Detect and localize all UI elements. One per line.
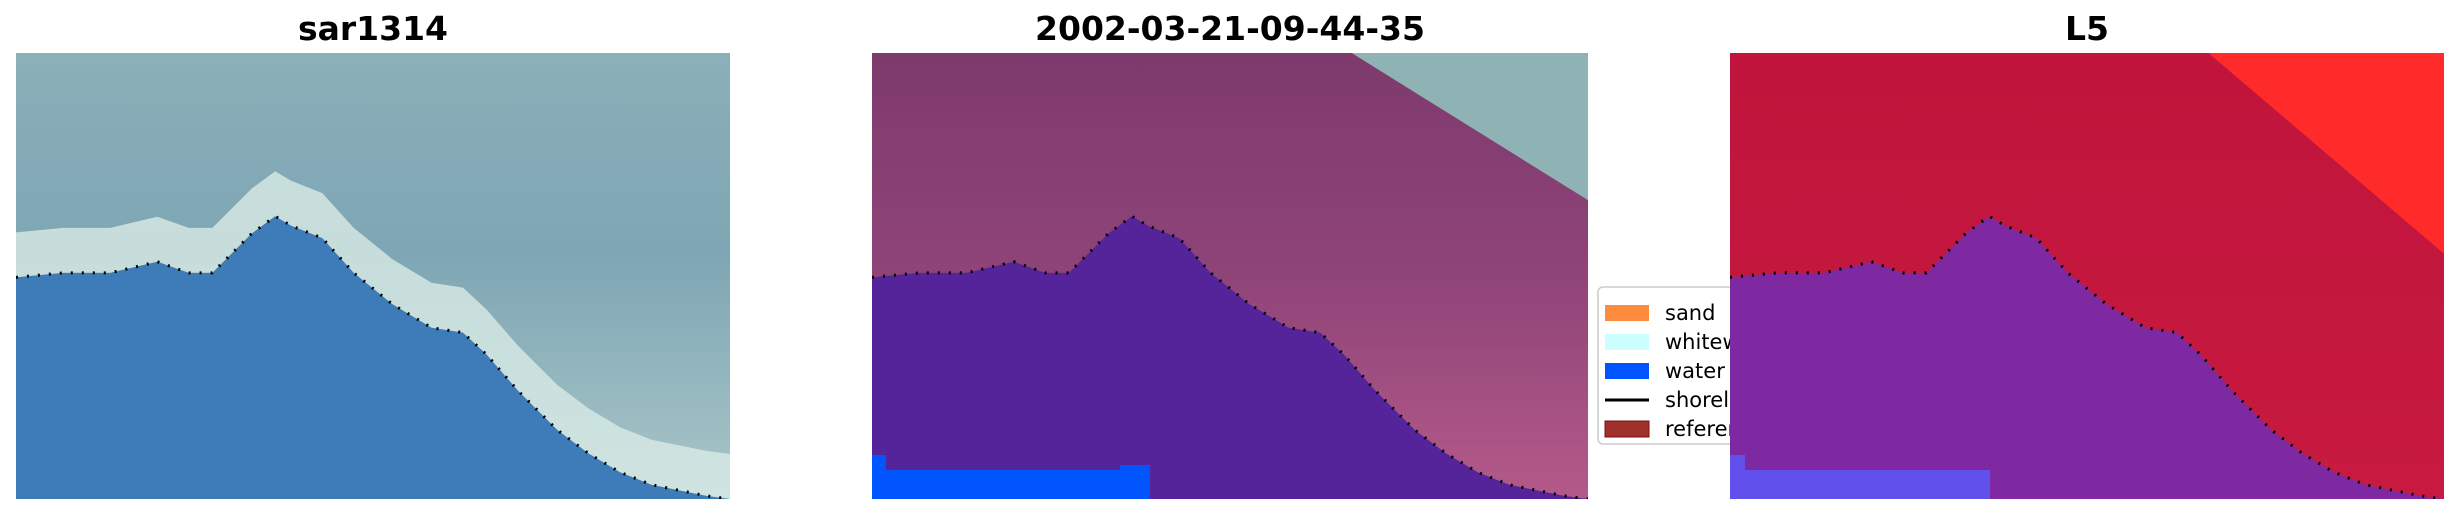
- legend-swatch: [1605, 334, 1649, 350]
- whitewater-band: [16, 171, 730, 499]
- legend-swatch: [1605, 363, 1649, 379]
- legend-swatch: [1605, 305, 1649, 321]
- water-region: [16, 216, 730, 499]
- panel-title-classified: 2002-03-21-09-44-35: [1035, 9, 1425, 48]
- legend-item-water: water: [1605, 359, 1725, 383]
- legend-label: sand: [1665, 301, 1715, 325]
- shoreline-line: [1730, 214, 2444, 499]
- water-class-region: [872, 216, 1588, 499]
- whitewater-region: [1351, 53, 1588, 201]
- legend-swatch: [1604, 420, 1650, 438]
- panel-title-probability: L5: [2065, 9, 2109, 48]
- water-probability-region: [1730, 216, 2444, 499]
- high-probability-region: [2208, 53, 2444, 254]
- shoreline-line: [16, 214, 730, 499]
- probability-image-panel: [1730, 53, 2444, 499]
- classified-image-panel: [872, 53, 1588, 499]
- rgb-image-panel: [16, 53, 730, 499]
- panel-title-rgb: sar1314: [298, 9, 448, 48]
- shoreline-line: [872, 214, 1588, 499]
- legend-label: water: [1665, 359, 1725, 383]
- legend-item-sand: sand: [1605, 301, 1715, 325]
- deep-water-region: [1730, 455, 1990, 499]
- deep-water-region: [872, 455, 1150, 499]
